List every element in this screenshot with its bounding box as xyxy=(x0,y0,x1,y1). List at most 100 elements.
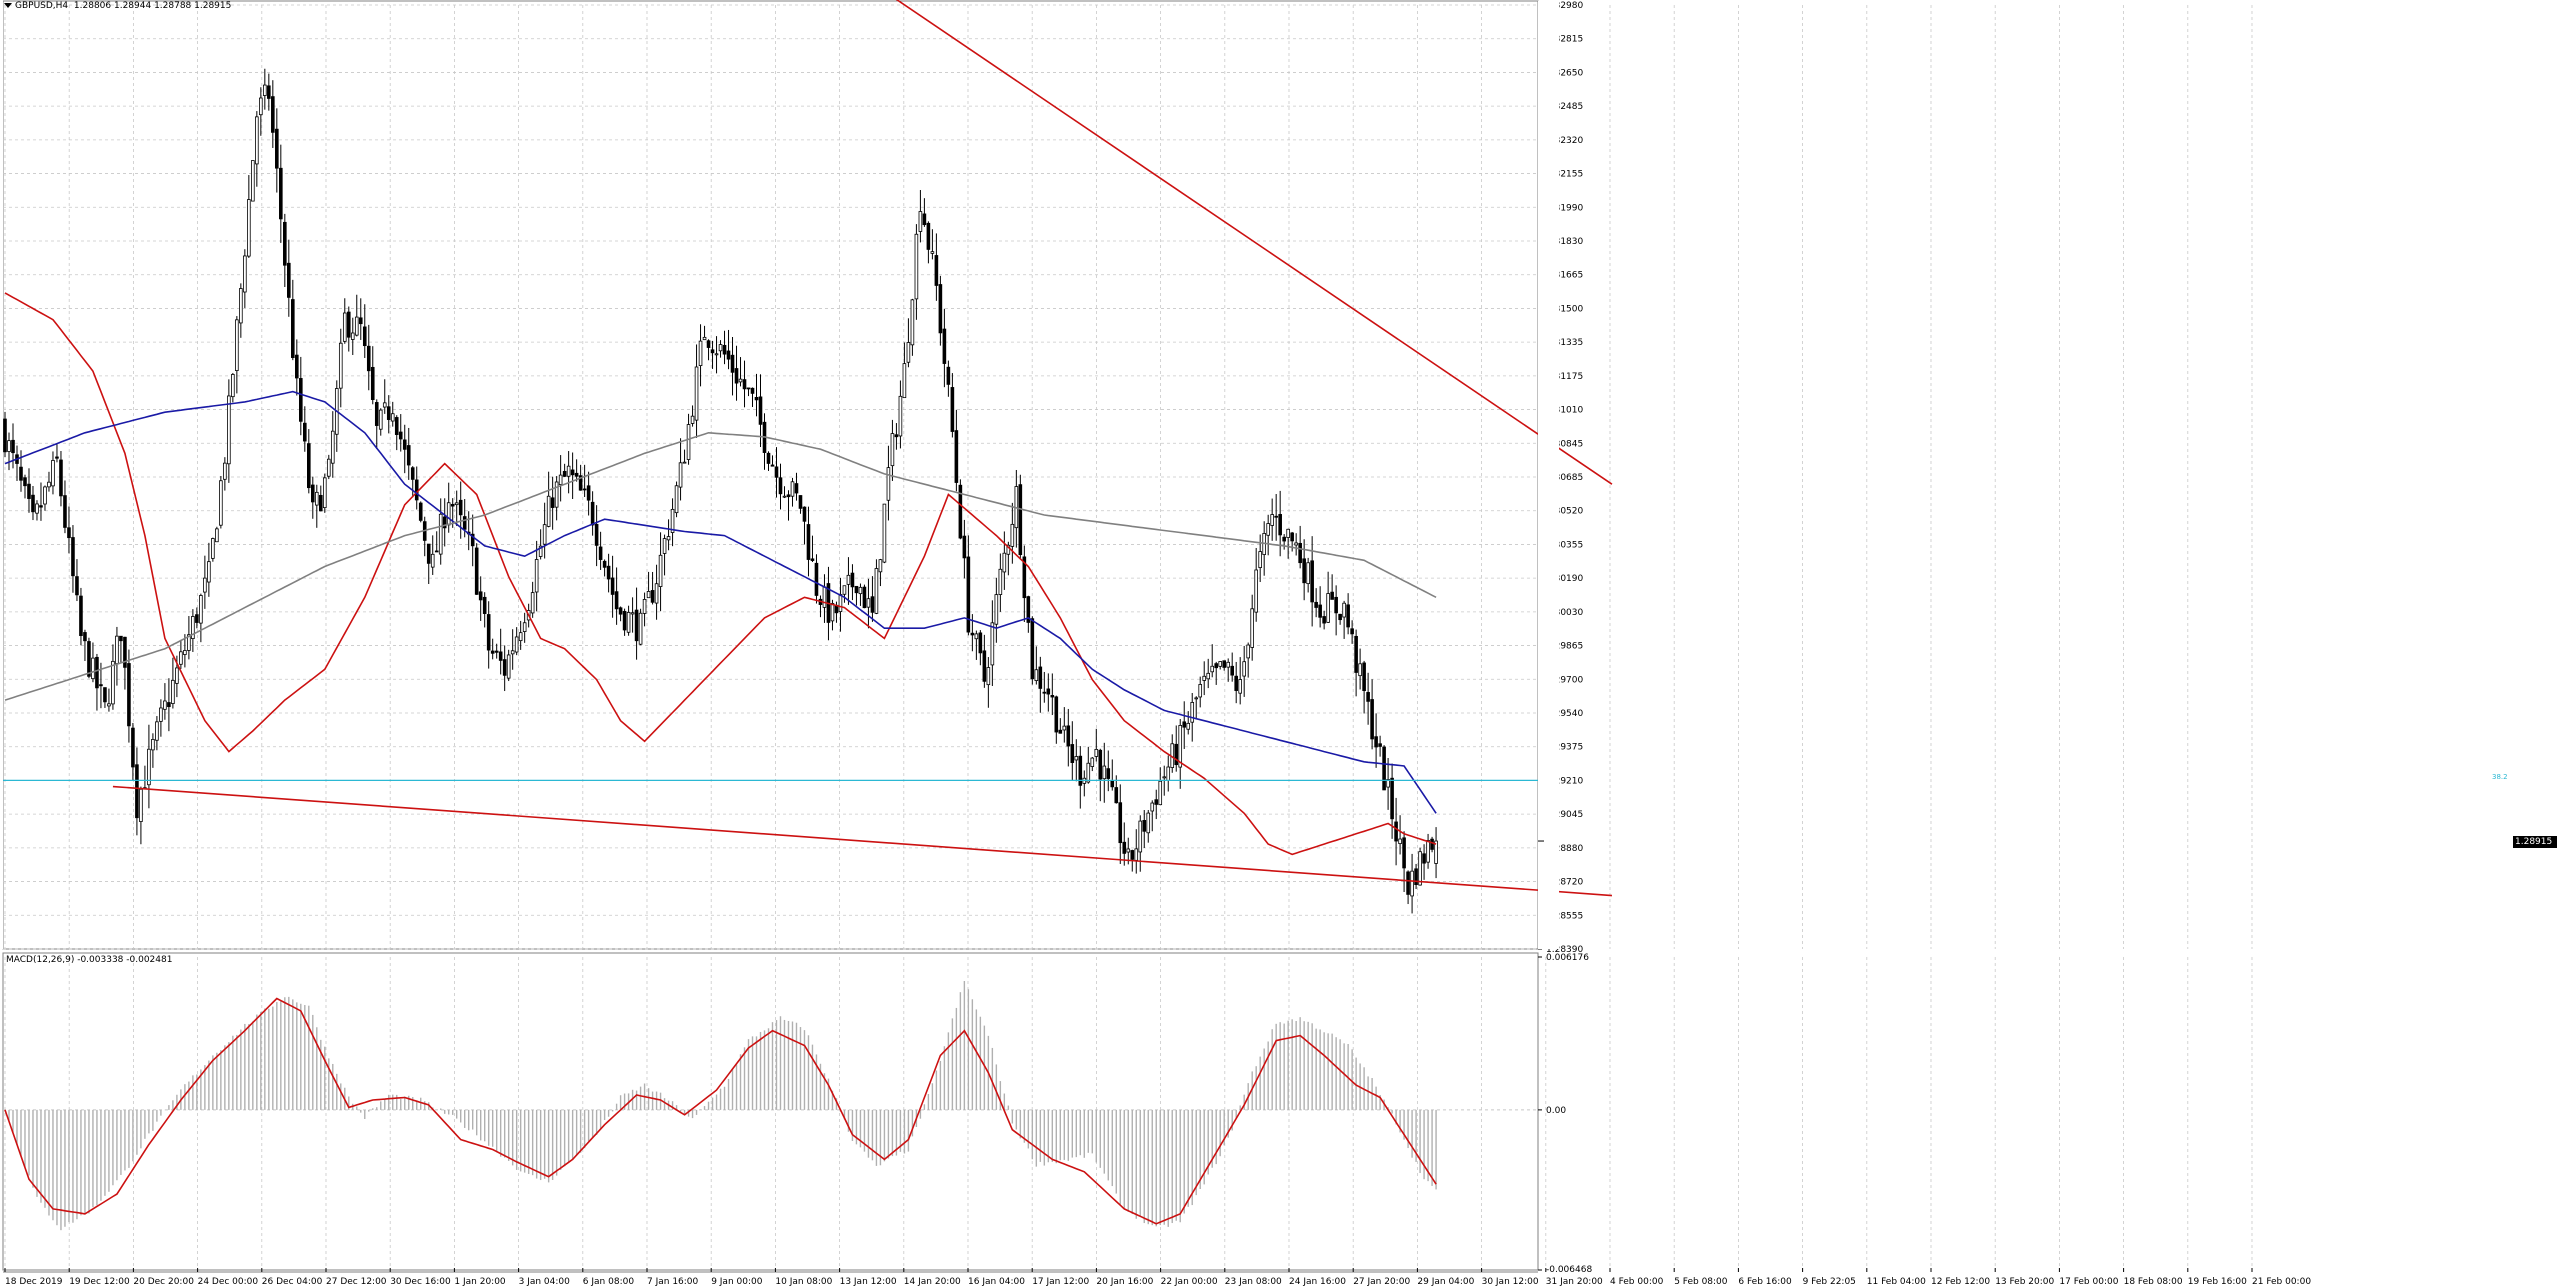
symbol-info: GBPUSD,H4 1.28806 1.28944 1.28788 1.2891… xyxy=(4,1,231,11)
price-tick-label: 1.28880 xyxy=(1546,844,1583,854)
time-tick-label: 18 Feb 08:00 xyxy=(2124,1277,2183,1286)
candle-body xyxy=(874,568,879,614)
price-tick-label: 1.32650 xyxy=(1546,68,1583,78)
candle-body xyxy=(1298,542,1302,564)
candle-body xyxy=(95,656,99,689)
candle-body xyxy=(1418,851,1422,886)
price-tick-label: 1.30520 xyxy=(1546,507,1583,517)
candle-body xyxy=(462,516,467,530)
candle-body xyxy=(774,466,779,478)
trendline xyxy=(112,785,1613,897)
time-tick-label: 27 Dec 12:00 xyxy=(326,1277,387,1286)
candle-body xyxy=(446,502,451,526)
candle-body xyxy=(155,721,159,741)
candle-body xyxy=(366,345,371,372)
candle-body xyxy=(1306,562,1310,585)
candle-body xyxy=(1058,729,1063,734)
candle-body xyxy=(558,474,563,485)
candle-body xyxy=(738,378,743,383)
candle-body xyxy=(1282,536,1286,542)
price-tick-label: 1.29865 xyxy=(1546,642,1583,652)
macd-label: MACD(12,26,9) -0.003338 -0.002481 xyxy=(6,955,173,965)
candle-body xyxy=(31,494,35,513)
candle-body xyxy=(1090,757,1095,767)
price-tick-label: 1.28720 xyxy=(1546,878,1583,888)
candle-body xyxy=(918,211,923,232)
candle-body xyxy=(1342,602,1346,618)
candle-body xyxy=(418,502,423,521)
candle-body xyxy=(486,614,491,651)
candle-body xyxy=(850,572,855,588)
candle-body xyxy=(103,687,107,703)
candle-body xyxy=(91,657,95,680)
candle-body xyxy=(1314,601,1318,608)
candle-body xyxy=(970,632,975,636)
chart-menu-icon[interactable] xyxy=(4,3,12,8)
candle-body xyxy=(1346,604,1350,628)
time-tick-label: 6 Jan 08:00 xyxy=(583,1277,635,1286)
candle-body xyxy=(926,222,931,250)
candle-body xyxy=(986,667,991,686)
candle-body xyxy=(810,558,815,561)
candle-body xyxy=(1210,665,1215,673)
candle-body xyxy=(1390,777,1394,820)
macd-panel xyxy=(2,952,1539,1271)
candle-body xyxy=(51,460,55,487)
candle-body xyxy=(734,368,739,384)
candle-body xyxy=(1302,558,1306,584)
candle-body xyxy=(1330,591,1334,600)
candle-body xyxy=(1402,837,1406,869)
symbol-label: GBPUSD,H4 xyxy=(15,1,69,11)
candle-body xyxy=(330,430,335,464)
candle-body xyxy=(1074,756,1079,761)
candle-body xyxy=(1398,838,1402,845)
candle-body xyxy=(215,528,219,543)
candle-body xyxy=(235,319,239,371)
candle-body xyxy=(187,634,191,651)
candle-body xyxy=(1078,755,1083,786)
candle-body xyxy=(1290,532,1294,542)
candle-body xyxy=(1434,840,1438,864)
candle-body xyxy=(886,467,891,501)
candle-body xyxy=(247,199,251,257)
candle-body xyxy=(131,727,135,768)
candle-body xyxy=(562,470,567,477)
candle-body xyxy=(750,387,755,394)
time-tick-label: 30 Dec 16:00 xyxy=(390,1277,451,1286)
candle-body xyxy=(618,607,623,615)
candle-body xyxy=(1254,569,1258,613)
candle-body xyxy=(994,594,999,625)
candle-body xyxy=(870,596,875,613)
candle-body xyxy=(19,466,23,481)
macd-tick-label: 0.006176 xyxy=(1546,953,1589,963)
candle-body xyxy=(1206,672,1211,680)
candle-body xyxy=(35,503,39,514)
candle-body xyxy=(99,684,103,687)
price-tick-label: 1.29045 xyxy=(1546,810,1583,820)
candle-body xyxy=(1414,868,1418,885)
candle-body xyxy=(510,650,515,655)
candle-body xyxy=(1046,688,1051,695)
candle-body xyxy=(578,475,583,491)
candle-body xyxy=(386,406,391,420)
candle-body xyxy=(1098,749,1103,780)
candle-body xyxy=(454,502,459,506)
price-tick-label: 1.29540 xyxy=(1546,709,1583,719)
candle-body xyxy=(786,494,791,498)
candle-body xyxy=(602,560,607,568)
candle-body xyxy=(1354,635,1358,673)
candle-body xyxy=(1086,762,1091,783)
time-tick-label: 19 Feb 16:00 xyxy=(2188,1277,2247,1286)
candle-body xyxy=(530,592,535,614)
candle-body xyxy=(674,485,679,514)
candle-body xyxy=(1218,661,1223,667)
candle-body xyxy=(1318,604,1322,618)
candle-body xyxy=(678,462,683,488)
candle-body xyxy=(1042,691,1047,694)
candle-body xyxy=(842,585,847,595)
candle-body xyxy=(243,255,247,293)
candle-body xyxy=(574,472,579,477)
candle-body xyxy=(998,568,1003,595)
candle-body xyxy=(1070,744,1075,763)
